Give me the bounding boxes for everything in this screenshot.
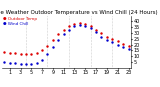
Text: ● Outdoor Temp: ● Outdoor Temp bbox=[3, 17, 37, 21]
Title: Milwaukee Weather Outdoor Temperature vs Wind Chill (24 Hours): Milwaukee Weather Outdoor Temperature vs… bbox=[0, 10, 158, 15]
Text: ● Wind Chill: ● Wind Chill bbox=[3, 22, 28, 26]
